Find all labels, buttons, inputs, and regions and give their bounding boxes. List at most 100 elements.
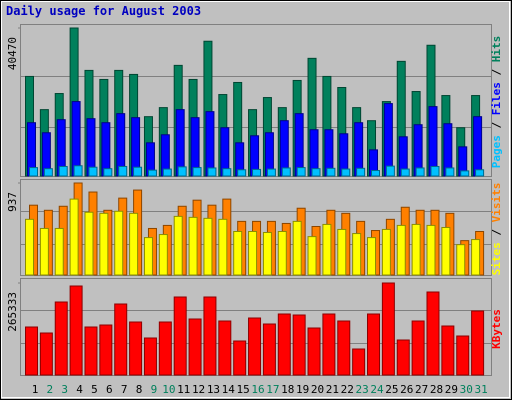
x-tick-label: 24 — [370, 383, 384, 396]
bar — [203, 296, 217, 376]
bar — [262, 323, 276, 376]
bar — [341, 168, 351, 177]
bar — [475, 169, 485, 177]
bar — [133, 166, 143, 177]
bar — [262, 231, 272, 276]
bar — [381, 282, 395, 376]
bar — [218, 320, 232, 376]
legend: Sites / Visits — [490, 183, 503, 276]
x-tick-label: 15 — [237, 383, 250, 396]
x-tick-label: 21 — [326, 383, 339, 396]
bar — [99, 324, 113, 376]
bar — [99, 212, 109, 276]
bar — [396, 339, 410, 376]
x-tick-label: 9 — [151, 383, 158, 396]
bar — [39, 227, 49, 276]
bar — [381, 228, 391, 276]
y-tick-label: 40470 — [6, 37, 19, 70]
x-tick-label: 14 — [222, 383, 236, 396]
x-tick-label: 12 — [192, 383, 205, 396]
bar — [173, 215, 183, 276]
bar — [175, 109, 185, 177]
bar — [218, 218, 228, 276]
bar — [356, 167, 366, 177]
legend-separator: / — [490, 62, 503, 82]
bar — [69, 285, 83, 376]
legend-separator: / — [490, 115, 503, 135]
x-tick-label: 4 — [76, 383, 83, 396]
legend-entry: Sites — [490, 242, 503, 275]
bar — [277, 313, 291, 376]
legend: KBytes — [490, 309, 503, 349]
bar — [352, 233, 362, 276]
bar — [322, 313, 336, 376]
bar — [71, 101, 81, 177]
x-tick-label: 27 — [415, 383, 428, 396]
x-tick-label: 2 — [47, 383, 54, 396]
bar — [441, 226, 451, 276]
x-tick-label: 3 — [61, 383, 68, 396]
bar — [118, 165, 128, 177]
bar — [248, 317, 262, 376]
bar — [188, 318, 202, 376]
bar — [430, 165, 440, 177]
bar — [471, 239, 481, 276]
x-tick-label: 7 — [121, 383, 128, 396]
bar — [456, 335, 470, 376]
x-tick-label: 17 — [266, 383, 279, 396]
bar — [322, 223, 332, 276]
legend-entry: Hits — [490, 36, 503, 63]
bar — [281, 167, 291, 177]
bar — [158, 234, 168, 276]
bar — [233, 231, 243, 276]
bar — [39, 332, 53, 376]
bar — [143, 237, 153, 276]
bar — [383, 103, 393, 177]
bar — [307, 327, 321, 376]
bar — [248, 231, 258, 276]
bar — [158, 321, 172, 376]
x-tick-label: 28 — [430, 383, 443, 396]
x-tick-label: 29 — [445, 383, 458, 396]
bar — [367, 237, 377, 276]
bar — [101, 122, 111, 177]
bar — [396, 224, 406, 276]
bar — [292, 314, 306, 376]
x-tick-label: 20 — [311, 383, 324, 396]
bar — [114, 303, 128, 376]
bar — [84, 211, 94, 276]
legend-entry: KBytes — [490, 309, 503, 349]
bar — [54, 227, 64, 276]
bar — [25, 218, 34, 276]
bar — [441, 325, 455, 376]
x-tick-label: 1 — [32, 383, 39, 396]
bar — [371, 170, 381, 177]
bar — [233, 340, 247, 376]
x-tick-label: 25 — [385, 383, 398, 396]
bar — [25, 326, 38, 376]
bar — [428, 106, 438, 177]
bar — [162, 168, 172, 177]
bar — [222, 168, 232, 177]
bar — [415, 167, 425, 177]
bar — [411, 223, 421, 276]
x-tick-label: 13 — [207, 383, 220, 396]
bar — [114, 210, 124, 276]
x-tick-label: 8 — [136, 383, 143, 396]
bar — [73, 165, 83, 177]
x-tick-label: 31 — [474, 383, 487, 396]
bar — [58, 165, 68, 177]
bar — [203, 217, 213, 276]
x-tick-label: 22 — [341, 383, 354, 396]
bar — [143, 337, 157, 376]
bar — [337, 320, 351, 376]
bar — [307, 236, 317, 276]
bar — [147, 169, 157, 177]
bar — [88, 166, 98, 177]
x-tick-label: 19 — [296, 383, 309, 396]
bar — [460, 170, 470, 177]
bar — [426, 224, 436, 276]
bar — [69, 198, 79, 276]
